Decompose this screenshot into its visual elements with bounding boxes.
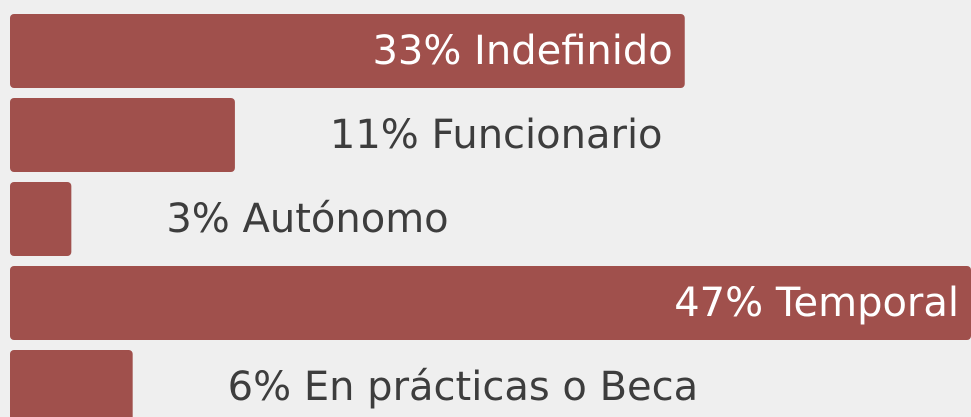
- bar-label: 33% Indefinido: [372, 28, 672, 74]
- bar-label: 11% Funcionario: [330, 112, 663, 158]
- bar-label: 3% Autónomo: [166, 196, 448, 242]
- bar: [10, 14, 685, 88]
- bar: [10, 266, 971, 340]
- bar: [10, 350, 133, 417]
- bar-label: 47% Temporal: [674, 280, 959, 326]
- bar: [10, 98, 235, 172]
- bar: [10, 182, 72, 256]
- bar-label: 6% En prácticas o Beca: [228, 364, 698, 410]
